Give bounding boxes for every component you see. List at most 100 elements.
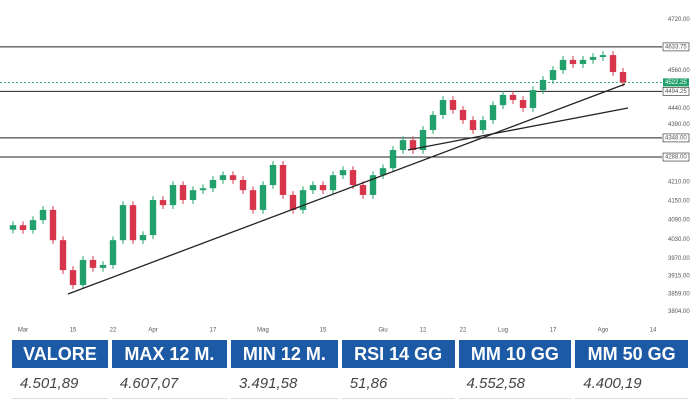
candle-body <box>319 185 327 191</box>
candle-body <box>269 165 277 186</box>
y-tick-label: 4090.00 <box>668 218 690 224</box>
candle-body <box>439 100 447 115</box>
candle-body <box>59 240 67 271</box>
candle-body <box>189 190 197 201</box>
level-box <box>662 87 690 96</box>
candle-body <box>9 225 17 230</box>
value-cell: 4.552,58 <box>458 368 572 399</box>
candle-body <box>229 175 237 180</box>
value-cell: 4.607,07 <box>111 368 227 399</box>
candle-body <box>39 209 47 221</box>
header-cell: MAX 12 M. <box>111 340 227 368</box>
y-tick-label: 4390.00 <box>668 122 690 128</box>
candle-body <box>239 179 247 191</box>
level-label: 4633.75 <box>665 44 687 50</box>
x-tick-label: Apr <box>148 328 157 334</box>
candle-body <box>429 114 437 130</box>
x-tick-label: 22 <box>460 328 467 334</box>
level-box <box>662 152 690 162</box>
candle-body <box>619 71 627 83</box>
candle-body <box>79 259 87 286</box>
candle-body <box>479 120 487 130</box>
y-tick-label: 3859.00 <box>668 291 690 297</box>
candle-body <box>469 120 477 130</box>
candle-body <box>69 270 77 286</box>
candle-body <box>199 188 207 191</box>
candle-body <box>519 100 527 108</box>
candle-body <box>459 109 467 121</box>
candle-body <box>89 259 97 268</box>
y-tick-label: 3970.00 <box>668 256 690 262</box>
level-box <box>662 133 690 143</box>
candle-body <box>609 55 617 72</box>
value-cell: 4.501,89 <box>12 368 108 399</box>
x-tick-label: 15 <box>320 328 327 334</box>
candle-body <box>399 140 407 151</box>
x-tick-label: 22 <box>110 328 117 334</box>
candle-body <box>129 205 137 241</box>
x-tick-label: 15 <box>70 328 77 334</box>
candle-body <box>209 179 217 189</box>
candle-body <box>559 59 567 71</box>
value-row: 4.501,89 4.607,07 3.491,58 51,86 4.552,58 4.4… <box>12 368 688 399</box>
candle-body <box>259 185 267 210</box>
candle-body <box>249 190 257 210</box>
level-label: 4494.25 <box>665 89 687 95</box>
candle-body <box>369 175 377 195</box>
x-tick-label: Lug <box>498 328 508 334</box>
value-cell: 3.491,58 <box>230 368 338 399</box>
last-price-box <box>663 78 689 87</box>
candle-body <box>169 185 177 206</box>
x-tick-label: Mar <box>18 328 28 334</box>
x-tick-label: 14 <box>650 328 657 334</box>
candle-body <box>299 190 307 210</box>
y-tick-label: 4210.00 <box>668 179 690 185</box>
trend-line <box>407 107 629 151</box>
candle-body <box>99 265 107 268</box>
candle-body <box>339 170 347 176</box>
x-tick-label: 17 <box>550 328 557 334</box>
header-cell: MM 10 GG <box>458 340 572 368</box>
value-cell: 4.400,19 <box>575 368 688 399</box>
y-tick-label: 3804.00 <box>668 309 690 315</box>
candle-body <box>349 170 357 186</box>
candle-body <box>359 185 367 195</box>
x-tick-label: Giu <box>378 328 387 334</box>
x-tick-label: 12 <box>420 328 427 334</box>
candle-body <box>159 200 167 206</box>
candle-body <box>539 79 547 91</box>
candle-body <box>409 140 417 151</box>
y-tick-label: 4030.00 <box>668 237 690 243</box>
x-tick-label: Mag <box>257 328 269 334</box>
candle-body <box>549 70 557 80</box>
stats-table: VALORE MAX 12 M. MIN 12 M. RSI 14 GG MM 10 G… <box>8 340 692 399</box>
candle-body <box>569 59 577 65</box>
x-tick-label: Ago <box>598 328 609 334</box>
candle-body <box>49 209 57 241</box>
candle-body <box>289 194 297 210</box>
header-cell: MM 50 GG <box>575 340 688 368</box>
candle-body <box>329 175 337 191</box>
header-row: VALORE MAX 12 M. MIN 12 M. RSI 14 GG MM 10 G… <box>12 340 688 368</box>
candle-body <box>509 94 517 101</box>
candle-body <box>529 90 537 108</box>
candle-body <box>379 168 387 176</box>
level-box <box>662 42 690 52</box>
candle-body <box>19 225 27 230</box>
candle-body <box>219 175 227 180</box>
candle-body <box>109 240 117 266</box>
candle-body <box>599 55 607 58</box>
level-label: 4288.00 <box>665 155 687 161</box>
x-tick-label: 17 <box>210 328 217 334</box>
value-cell: 51,86 <box>341 368 455 399</box>
candle-body <box>179 185 187 201</box>
candle-body <box>589 57 597 60</box>
candle-body <box>499 94 507 106</box>
last-price-label: 4522.25 <box>665 80 687 86</box>
candle-body <box>149 200 157 236</box>
y-tick-label: 4150.00 <box>668 199 690 205</box>
candle-body <box>389 150 397 169</box>
chart: 4720.00 4560.00 4440.00 4390.00 4210.00 4150.… <box>0 17 690 334</box>
y-tick-label: 4560.00 <box>668 68 690 74</box>
